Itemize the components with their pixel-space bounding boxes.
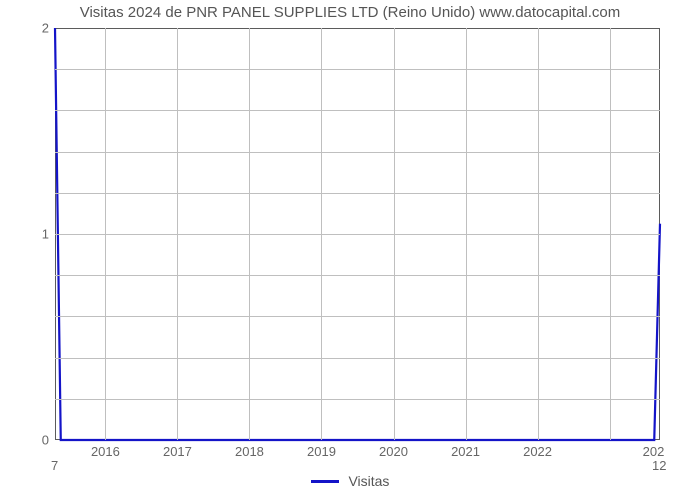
x-tick-label-partial: 202	[643, 440, 665, 459]
legend-label: Visitas	[348, 473, 389, 489]
gridline-horizontal	[55, 399, 660, 400]
gridline-horizontal	[55, 193, 660, 194]
gridline-vertical	[466, 28, 467, 440]
x-tick-label: 2020	[379, 440, 408, 459]
x-tick-label: 2017	[163, 440, 192, 459]
gridline-horizontal	[55, 316, 660, 317]
x-tick-label: 2022	[523, 440, 552, 459]
gridline-horizontal	[55, 152, 660, 153]
gridline-vertical	[321, 28, 322, 440]
x-tick-label: 2021	[451, 440, 480, 459]
legend: Visitas	[0, 472, 700, 489]
legend-swatch	[311, 480, 339, 483]
gridline-horizontal-major	[55, 234, 660, 235]
gridline-horizontal	[55, 110, 660, 111]
x-tick-label: 2016	[91, 440, 120, 459]
gridline-horizontal	[55, 358, 660, 359]
chart-title: Visitas 2024 de PNR PANEL SUPPLIES LTD (…	[0, 4, 700, 21]
corner-label-bottom-right: 12	[652, 458, 666, 473]
y-tick-label: 1	[42, 227, 55, 242]
gridline-vertical	[177, 28, 178, 440]
gridline-horizontal	[55, 69, 660, 70]
x-tick-label: 2018	[235, 440, 264, 459]
gridline-vertical	[610, 28, 611, 440]
gridline-vertical	[249, 28, 250, 440]
gridline-vertical	[394, 28, 395, 440]
y-tick-label: 0	[42, 433, 55, 448]
plot-area: 0122016201720182019202020212022202	[55, 28, 660, 440]
y-tick-label: 2	[42, 21, 55, 36]
chart-container: Visitas 2024 de PNR PANEL SUPPLIES LTD (…	[0, 0, 700, 500]
gridline-vertical	[105, 28, 106, 440]
corner-label-bottom-left: 7	[51, 458, 58, 473]
gridline-vertical	[538, 28, 539, 440]
x-tick-label: 2019	[307, 440, 336, 459]
gridline-horizontal	[55, 275, 660, 276]
